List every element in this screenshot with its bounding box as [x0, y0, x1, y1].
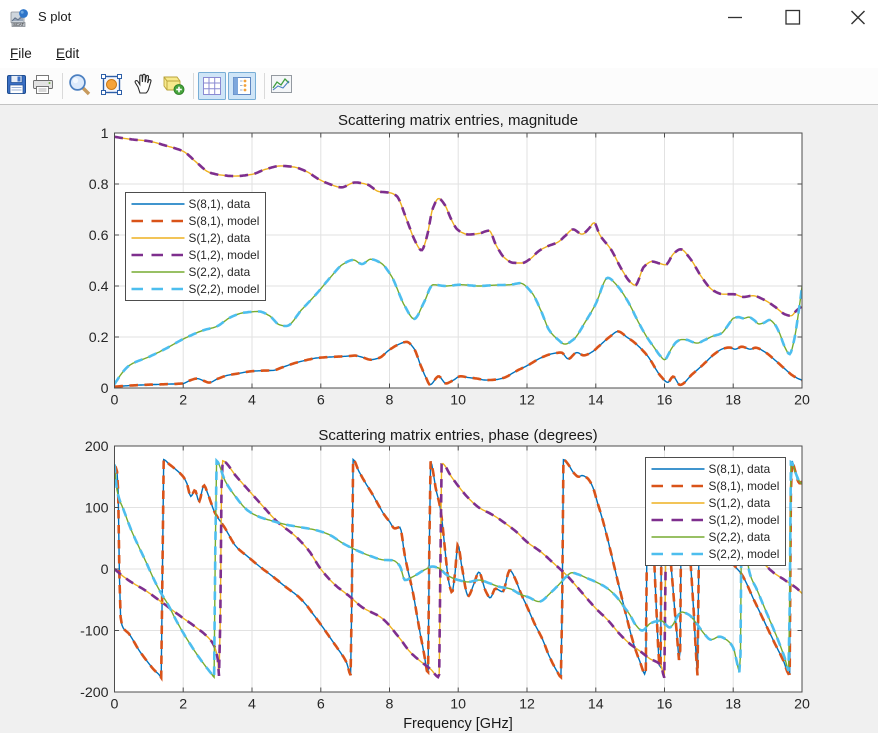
svg-text:-100: -100 [80, 623, 109, 639]
svg-text:14: 14 [588, 393, 604, 409]
svg-text:12: 12 [519, 697, 535, 713]
svg-text:18: 18 [725, 697, 741, 713]
svg-text:16: 16 [657, 697, 673, 713]
svg-text:2: 2 [179, 393, 187, 409]
svg-text:0.8: 0.8 [89, 177, 109, 193]
svg-text:0.2: 0.2 [89, 330, 109, 346]
svg-text:20: 20 [794, 697, 810, 713]
svg-text:4: 4 [248, 697, 256, 713]
svg-text:2: 2 [179, 697, 187, 713]
svg-text:14: 14 [588, 697, 604, 713]
svg-text:18: 18 [725, 393, 741, 409]
svg-text:S(1,2), model: S(1,2), model [709, 513, 780, 527]
svg-text:0: 0 [111, 697, 119, 713]
svg-text:10: 10 [450, 393, 466, 409]
svg-text:0.4: 0.4 [89, 279, 109, 295]
svg-text:4: 4 [248, 393, 256, 409]
svg-text:0: 0 [111, 393, 119, 409]
svg-text:100: 100 [85, 500, 109, 516]
svg-text:0.6: 0.6 [89, 228, 109, 244]
svg-text:12: 12 [519, 393, 535, 409]
svg-text:20: 20 [794, 393, 810, 409]
svg-text:S(8,1), model: S(8,1), model [709, 479, 780, 493]
svg-text:0: 0 [101, 381, 109, 397]
svg-text:Frequency [GHz]: Frequency [GHz] [403, 716, 513, 732]
svg-text:S(1,2), model: S(1,2), model [189, 248, 260, 262]
svg-text:10: 10 [450, 697, 466, 713]
svg-text:0: 0 [101, 562, 109, 578]
svg-text:S(8,1), data: S(8,1), data [189, 197, 251, 211]
svg-text:200: 200 [85, 439, 109, 455]
svg-text:S(2,2), model: S(2,2), model [709, 547, 780, 561]
svg-text:16: 16 [657, 393, 673, 409]
svg-text:S(8,1), data: S(8,1), data [709, 462, 771, 476]
svg-text:S(2,2), data: S(2,2), data [189, 265, 251, 279]
svg-text:S(1,2), data: S(1,2), data [189, 231, 251, 245]
svg-text:8: 8 [386, 697, 394, 713]
svg-text:S(2,2), model: S(2,2), model [189, 282, 260, 296]
svg-text:S(8,1), model: S(8,1), model [189, 214, 260, 228]
svg-text:SCAT: SCAT [13, 22, 24, 27]
svg-text:Scattering matrix entries, mag: Scattering matrix entries, magnitude [338, 112, 578, 129]
svg-text:8: 8 [386, 393, 394, 409]
svg-text:1: 1 [101, 126, 109, 142]
svg-text:Scattering matrix entries, pha: Scattering matrix entries, phase (degree… [318, 427, 597, 444]
svg-text:6: 6 [317, 697, 325, 713]
svg-text:-200: -200 [80, 685, 109, 701]
svg-text:6: 6 [317, 393, 325, 409]
svg-text:S(2,2), data: S(2,2), data [709, 530, 771, 544]
svg-text:S(1,2), data: S(1,2), data [709, 496, 771, 510]
